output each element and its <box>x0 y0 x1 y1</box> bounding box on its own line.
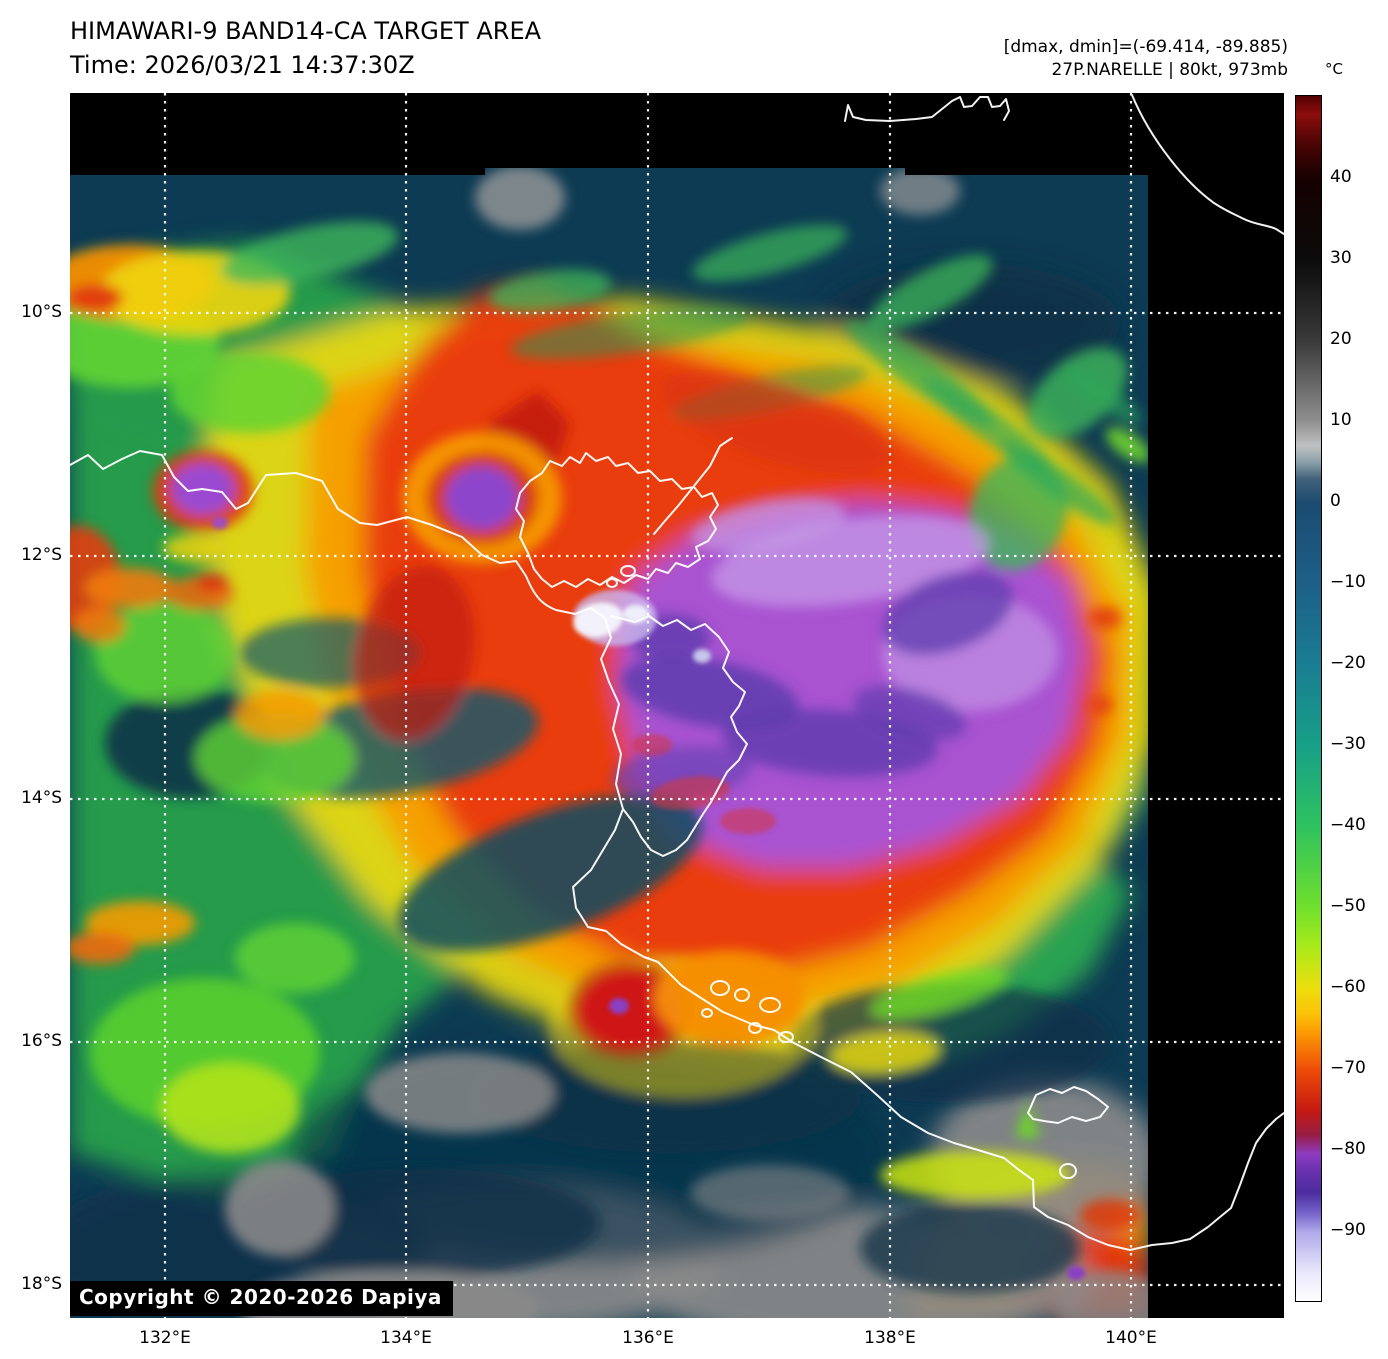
colorbar-tick-label: 30 <box>1330 248 1352 268</box>
coastline-groote-eylandt <box>1027 1086 1109 1124</box>
colorbar <box>1295 95 1322 1302</box>
x-tick-label: 136°E <box>622 1328 674 1348</box>
timestamp-label: Time: 2026/03/21 14:37:30Z <box>70 51 415 79</box>
colorbar-tick-label: 40 <box>1330 167 1352 187</box>
y-tick-label: 18°S <box>21 1274 62 1294</box>
y-tick-label: 10°S <box>21 302 62 322</box>
colorbar-tick-label: −70 <box>1330 1058 1366 1078</box>
y-tick-label: 16°S <box>21 1031 62 1051</box>
island-small <box>606 578 618 588</box>
coldest-cloud-top-spot <box>573 602 623 638</box>
x-tick-label: 132°E <box>139 1328 191 1348</box>
coastline-gulf-east <box>1129 1112 1285 1251</box>
island-small <box>734 988 750 1002</box>
detached-cold-cell-west <box>445 466 519 530</box>
colorbar-tick-label: −40 <box>1330 815 1366 835</box>
island-small <box>778 1031 794 1043</box>
y-tick-label: 12°S <box>21 545 62 565</box>
coastline-australia-mainland <box>69 450 1131 1251</box>
island-small <box>759 997 781 1013</box>
island-small <box>710 980 730 996</box>
colorbar-tick-label: 20 <box>1330 329 1352 349</box>
colorbar-tick-label: −30 <box>1330 734 1366 754</box>
colorbar-tick-label: −50 <box>1330 896 1366 916</box>
coastline-arnhem-peninsula <box>610 615 748 857</box>
satellite-map-svg <box>69 93 1285 1318</box>
coastline-new-guinea <box>844 96 1010 122</box>
x-tick-label: 134°E <box>380 1328 432 1348</box>
coastlines <box>69 94 1285 1251</box>
colorbar-tick-label: −20 <box>1330 653 1366 673</box>
coastline-cape-york <box>1131 94 1285 235</box>
colorbar-tick-label: −90 <box>1330 1220 1366 1240</box>
coastline-tiwi-islands <box>515 452 719 588</box>
island-small <box>1059 1163 1077 1179</box>
island-small <box>748 1022 762 1034</box>
coastline-cobourg-peninsula <box>653 437 733 535</box>
island-small <box>620 565 636 577</box>
colorbar-tick-label: 0 <box>1330 491 1341 511</box>
colorbar-tick-label: −10 <box>1330 572 1366 592</box>
y-tick-label: 14°S <box>21 788 62 808</box>
island-small <box>701 1008 713 1018</box>
copyright-badge: Copyright © 2020-2026 Dapiya <box>70 1281 453 1316</box>
colorbar-tick-label: −80 <box>1330 1139 1366 1159</box>
map-plot-area <box>69 93 1285 1318</box>
dmax-dmin-annotation: [dmax, dmin]=(-69.414, -89.885) <box>1003 37 1288 57</box>
colorbar-unit-label: °C <box>1325 60 1343 78</box>
x-tick-label: 140°E <box>1105 1328 1157 1348</box>
colorbar-tick-label: −60 <box>1330 977 1366 997</box>
colorbar-tick-label: 10 <box>1330 410 1352 430</box>
x-tick-label: 138°E <box>864 1328 916 1348</box>
storm-info-annotation: 27P.NARELLE | 80kt, 973mb <box>1051 60 1288 80</box>
cloud-field-medium <box>70 168 1148 1318</box>
page-title: HIMAWARI-9 BAND14-CA TARGET AREA <box>70 17 542 45</box>
